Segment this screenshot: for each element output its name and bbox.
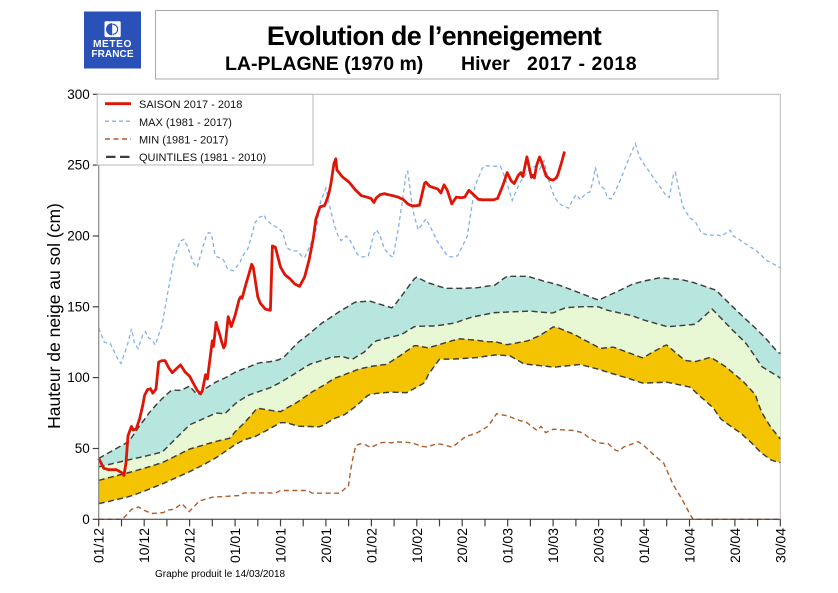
svg-text:MIN (1981 - 2017): MIN (1981 - 2017): [139, 135, 228, 147]
svg-text:10/02: 10/02: [409, 528, 425, 563]
svg-text:Graphe produit le 14/03/2018: Graphe produit le 14/03/2018: [155, 569, 286, 580]
svg-text:MAX (1981 - 2017): MAX (1981 - 2017): [139, 117, 232, 129]
svg-text:100: 100: [67, 370, 90, 385]
svg-text:20/01: 20/01: [318, 528, 334, 563]
svg-text:01/01: 01/01: [227, 528, 243, 563]
svg-text:01/03: 01/03: [500, 528, 516, 563]
svg-text:METEO: METEO: [93, 39, 132, 50]
svg-text:30/04: 30/04: [772, 528, 788, 563]
svg-text:150: 150: [67, 299, 90, 314]
svg-text:01/02: 01/02: [363, 528, 379, 563]
svg-text:20/03: 20/03: [591, 528, 607, 563]
svg-text:20/12: 20/12: [182, 528, 198, 563]
svg-text:0: 0: [82, 512, 90, 527]
svg-text:FRANCE: FRANCE: [91, 49, 133, 60]
svg-text:10/04: 10/04: [682, 528, 698, 563]
svg-text:10/01: 10/01: [273, 528, 289, 563]
svg-text:SAISON 2017 - 2018: SAISON 2017 - 2018: [139, 99, 242, 111]
svg-text:Hauteur de neige au sol (cm): Hauteur de neige au sol (cm): [44, 203, 64, 429]
svg-text:Evolution de l’enneigement: Evolution de l’enneigement: [267, 21, 602, 51]
svg-text:250: 250: [67, 158, 90, 173]
svg-text:01/04: 01/04: [636, 528, 652, 563]
svg-text:50: 50: [75, 441, 90, 456]
svg-text:200: 200: [67, 229, 90, 244]
svg-text:10/12: 10/12: [136, 528, 152, 563]
svg-text:10/03: 10/03: [545, 528, 561, 563]
svg-text:01/12: 01/12: [91, 528, 107, 563]
svg-text:20/02: 20/02: [454, 528, 470, 563]
svg-text:300: 300: [67, 87, 90, 102]
svg-text:QUINTILES (1981 - 2010): QUINTILES (1981 - 2010): [139, 152, 266, 164]
svg-text:20/04: 20/04: [727, 528, 743, 563]
